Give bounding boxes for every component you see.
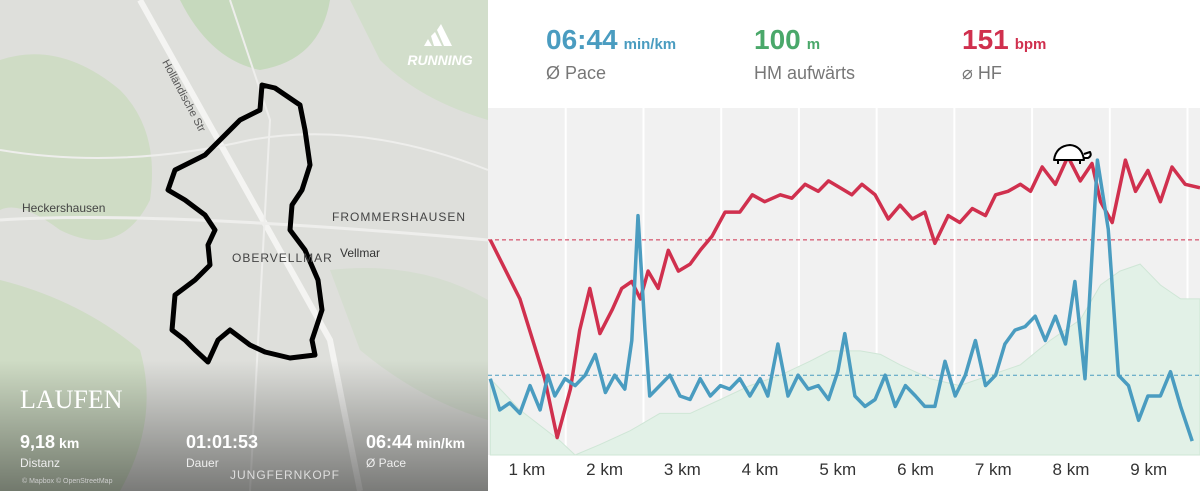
stat-unit: min/km (624, 36, 677, 53)
stat-unit: m (807, 36, 820, 53)
place-label: Heckershausen (22, 201, 105, 215)
map: RUNNING Holländische Str Heckershausen F… (0, 0, 489, 491)
x-tick-label: 4 km (742, 460, 779, 479)
x-tick-label: 6 km (897, 460, 934, 479)
stat-label: Dauer (186, 456, 219, 470)
stat-label: Distanz (20, 456, 60, 470)
elevation-area (489, 263, 1200, 456)
map-forest (180, 0, 330, 70)
place-label: JUNGFERNKOPF (230, 468, 340, 482)
place-label: OBERVELLMAR (232, 251, 333, 265)
x-tick-label: 5 km (819, 460, 856, 479)
stat-label: ⌀ HF (962, 63, 1002, 83)
x-tick-label: 7 km (975, 460, 1012, 479)
stat-value: 06:44 (366, 432, 412, 452)
stat-unit: km (59, 435, 79, 451)
chart: 1 km 2 km 3 km 4 km 5 km 6 km 7 km 8 km 9 km (488, 108, 1200, 479)
stat-value: 100 (754, 24, 801, 55)
stat-label: Ø Pace (366, 456, 406, 470)
x-tick-label: 9 km (1130, 460, 1167, 479)
line-hf (488, 154, 1200, 440)
stat-unit: bpm (1015, 36, 1047, 53)
place-label: Vellmar (340, 246, 380, 260)
stat-value: 151 (962, 24, 1009, 55)
map-shade (0, 360, 488, 491)
header-stats: 06:44 min/km Ø Pace 100 m HM aufwärts 151 bpm ⌀ … (546, 24, 1046, 83)
route (165, 82, 325, 365)
brand-logo (424, 24, 452, 46)
stat-value: 01:01:53 (186, 432, 258, 452)
turtle-icon (1053, 144, 1092, 164)
map-stats: 9,18 km Distanz 01:01:53 Dauer 06:44 min/km Ø P… (20, 432, 465, 470)
brand-label: RUNNING (407, 52, 472, 68)
stat-label: Ø Pace (546, 63, 606, 83)
attribution: © Mapbox © OpenStreetMap (22, 477, 113, 485)
x-tick-label: 8 km (1053, 460, 1090, 479)
stat-value: 9,18 (20, 432, 55, 452)
map-road (0, 133, 489, 171)
map-road (0, 216, 489, 242)
place-label: FROMMERSHAUSEN (332, 210, 466, 224)
line-pace (488, 158, 1194, 442)
stat-unit: min/km (416, 435, 465, 451)
x-tick-label: 1 km (508, 460, 545, 479)
stat-label: HM aufwärts (754, 63, 855, 83)
x-tick-label: 3 km (664, 460, 701, 479)
map-forest (0, 54, 152, 241)
x-tick-label: 2 km (586, 460, 623, 479)
activity-title: LAUFEN (20, 385, 123, 414)
stat-value: 06:44 (546, 24, 618, 55)
map-forest (350, 0, 488, 120)
